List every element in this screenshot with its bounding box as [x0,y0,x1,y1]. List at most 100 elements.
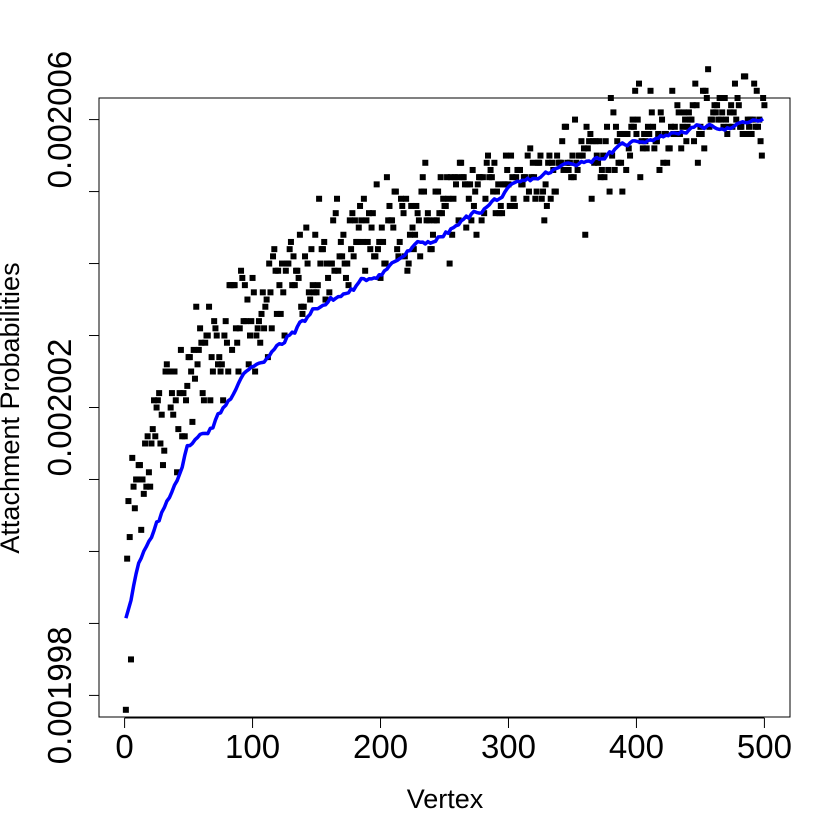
data-point [639,145,646,152]
data-point [349,210,356,217]
data-point [449,231,456,238]
data-point [618,159,625,166]
data-point [248,318,255,325]
data-point [202,339,209,346]
data-point [342,274,349,281]
data-point [299,310,306,317]
data-point [273,310,280,317]
data-point [453,181,460,188]
data-point [305,289,312,296]
data-point [509,174,516,181]
data-point [130,483,137,490]
data-point [382,260,389,267]
data-point [350,253,357,260]
data-point [304,260,311,267]
data-point [625,145,632,152]
data-point [596,138,603,145]
data-point [285,260,292,267]
data-point [601,174,608,181]
data-point [124,555,131,562]
data-point [583,123,590,130]
data-point [140,490,147,497]
data-point [176,390,183,397]
data-point [678,145,685,152]
data-point [685,109,692,116]
data-point [139,476,146,483]
data-point [357,202,364,209]
data-point [646,130,653,137]
data-point [627,152,634,159]
data-point [241,282,248,289]
x-tick-label: 0 [115,728,133,765]
data-point [692,80,699,87]
data-point [679,123,686,130]
data-point [287,238,294,245]
data-point [419,174,426,181]
data-point [446,260,453,267]
data-point [296,231,303,238]
data-point [409,224,416,231]
data-point [657,109,664,116]
data-point [705,66,712,73]
data-point [656,166,663,173]
data-point [472,188,479,195]
data-point [250,289,257,296]
x-tick-label: 500 [737,728,792,765]
data-point [186,354,193,361]
data-point [600,152,607,159]
data-point [377,274,384,281]
data-point [158,411,165,418]
data-point [197,325,204,332]
data-point [609,152,616,159]
data-point [607,95,614,101]
data-point [295,274,302,281]
data-point [501,181,508,188]
data-point [127,656,134,663]
data-point [223,339,230,346]
data-point [157,440,164,447]
data-point [760,95,767,101]
data-point [511,202,518,209]
data-point [122,706,129,713]
data-point [159,462,166,469]
data-point [386,202,393,209]
data-point [619,188,626,195]
data-point [724,130,731,137]
data-point [716,95,723,101]
data-point [263,296,270,303]
data-point [330,217,337,224]
data-point [294,267,301,274]
data-point [751,80,758,87]
data-point [651,145,658,152]
data-point [616,130,623,137]
data-point [395,253,402,260]
data-point [389,217,396,224]
data-point [368,224,375,231]
data-point [138,526,145,533]
data-point [682,116,689,123]
data-point [508,152,515,159]
data-point [755,123,762,130]
data-point [468,217,475,224]
data-point [171,368,178,375]
data-point [598,166,605,173]
data-point [413,202,420,209]
data-point [358,217,365,224]
data-point [490,188,497,195]
data-point [161,447,168,454]
data-point [482,195,489,202]
data-point [199,390,206,397]
data-point [602,138,609,145]
data-point [573,159,580,166]
data-point [313,289,320,296]
data-point [314,282,321,289]
data-point [259,289,266,296]
data-point [488,174,495,181]
data-point [194,361,201,368]
data-point [364,238,371,245]
data-point [643,145,650,152]
data-point [326,289,333,296]
data-point [632,87,639,94]
data-point [691,138,698,145]
y-tick-label: 0.001998 [41,627,78,765]
